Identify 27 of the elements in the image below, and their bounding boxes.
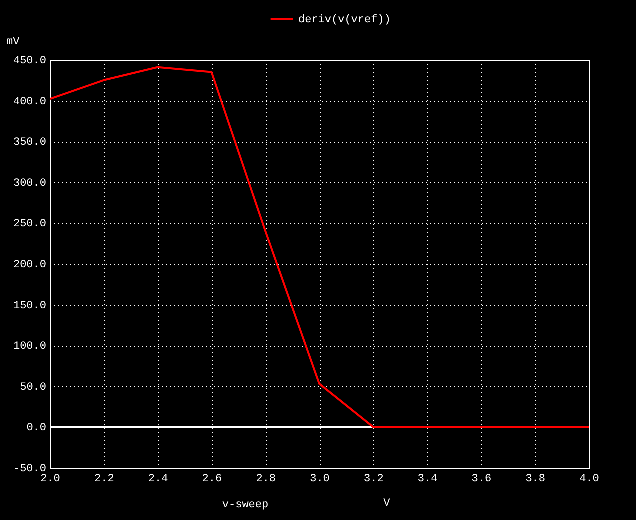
x-tick-label: 2.8 bbox=[256, 474, 276, 486]
y-tick-label: 250.0 bbox=[13, 218, 46, 231]
x-tick-label: 2.2 bbox=[94, 474, 114, 486]
y-tick-label: 450.0 bbox=[13, 56, 46, 68]
x-tick-label: 4.0 bbox=[580, 474, 600, 486]
legend-label: deriv(v(vref)) bbox=[298, 14, 391, 26]
y-tick-label: 400.0 bbox=[13, 96, 46, 108]
y-axis-title: mV bbox=[6, 36, 20, 48]
y-tick-label: 200.0 bbox=[13, 260, 46, 272]
line-series bbox=[50, 66, 589, 428]
y-tick-label: 0.0 bbox=[26, 422, 46, 435]
y-tick-label: 350.0 bbox=[13, 137, 46, 150]
y-tick-label: 300.0 bbox=[13, 178, 46, 190]
y-tick-label: 150.0 bbox=[13, 300, 46, 312]
x-tick-label: 2.0 bbox=[40, 474, 60, 486]
y-tick-label: 50.0 bbox=[20, 382, 46, 394]
y-tick-label: 100.0 bbox=[13, 341, 46, 354]
x-tick-label: 2.4 bbox=[148, 474, 169, 486]
x-axis-title: v-sweep bbox=[222, 500, 269, 512]
x-tick-label: 3.6 bbox=[472, 474, 492, 486]
x-tick-label: 3.4 bbox=[418, 474, 438, 486]
x-tick-label: 3.8 bbox=[526, 474, 546, 486]
x-tick-label: 3.0 bbox=[310, 474, 330, 486]
y-tick-label: -50.0 bbox=[13, 464, 46, 476]
x-tick-label: 3.2 bbox=[364, 474, 384, 486]
text: V bbox=[384, 498, 391, 510]
x-tick-label: 2.6 bbox=[202, 474, 222, 486]
